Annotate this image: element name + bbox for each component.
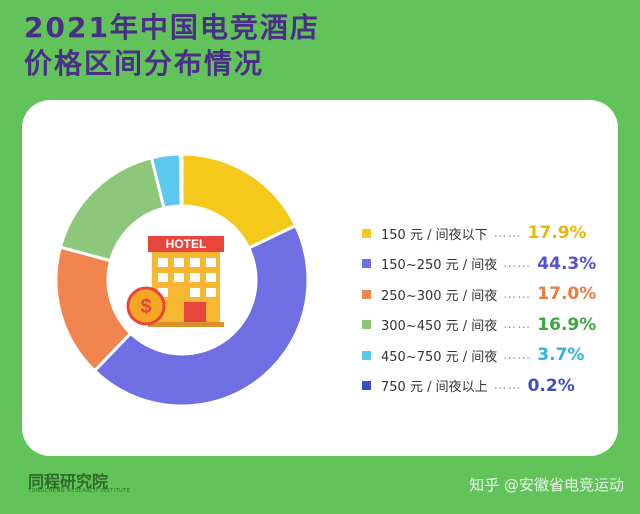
legend-swatch xyxy=(362,320,371,330)
hotel-icon: HOTEL $ xyxy=(114,212,250,348)
legend-item: 150 元 / 间夜以下 …… 17.9% xyxy=(362,218,612,249)
legend-swatch xyxy=(362,259,371,269)
donut-chart: HOTEL $ xyxy=(54,152,310,408)
brand-subtitle: TONGCHENG RESEARCH INSTITUTE xyxy=(28,488,131,494)
coin-icon xyxy=(126,286,166,326)
hotel-door xyxy=(184,302,206,324)
hotel-sign xyxy=(148,236,224,252)
watermark: 知乎 @安徽省电竞运动 xyxy=(469,476,624,494)
chart-legend: 150 元 / 间夜以下 …… 17.9% 150~250 元 / 间夜 …… 44.3%… xyxy=(362,218,612,401)
legend-label: 450~750 元 / 间夜 xyxy=(381,349,498,365)
legend-label: 250~300 元 / 间夜 xyxy=(381,288,498,304)
title-line-1: 2021年中国电竞酒店 xyxy=(24,11,320,44)
legend-label: 750 元 / 间夜以上 xyxy=(381,380,488,396)
donut-slice-1 xyxy=(92,223,310,408)
legend-leader-dots: …… xyxy=(503,317,532,333)
hotel-windows xyxy=(158,258,216,297)
legend-value: 16.9% xyxy=(537,314,597,335)
legend-leader-dots: …… xyxy=(493,378,522,394)
legend-swatch xyxy=(362,228,371,238)
legend-item: 750 元 / 间夜以上 …… 0.2% xyxy=(362,371,612,402)
page-title: 2021年中国电竞酒店 价格区间分布情况 xyxy=(24,10,320,82)
title-line-2: 价格区间分布情况 xyxy=(24,47,265,80)
hotel-sign-text: HOTEL xyxy=(166,237,207,251)
legend-value: 17.0% xyxy=(537,284,597,305)
legend-label: 150 元 / 间夜以下 xyxy=(381,227,488,243)
donut-slices xyxy=(54,152,310,408)
legend-swatch xyxy=(362,350,371,360)
legend-value: 3.7% xyxy=(537,345,585,366)
legend-value: 44.3% xyxy=(537,253,597,274)
donut-slice-5 xyxy=(178,152,184,208)
brand-logo: 同程研究院 xyxy=(28,472,109,491)
legend-item: 450~750 元 / 间夜 …… 3.7% xyxy=(362,340,612,371)
legend-label: 150~250 元 / 间夜 xyxy=(381,258,498,274)
legend-leader-dots: …… xyxy=(503,347,532,363)
legend-swatch xyxy=(362,381,371,391)
legend-label: 300~450 元 / 间夜 xyxy=(381,319,498,335)
legend-leader-dots: …… xyxy=(503,256,532,272)
legend-item: 250~300 元 / 间夜 …… 17.0% xyxy=(362,279,612,310)
legend-item: 300~450 元 / 间夜 …… 16.9% xyxy=(362,310,612,341)
legend-value: 0.2% xyxy=(527,375,575,396)
svg-text:$: $ xyxy=(140,296,151,318)
legend-value: 17.9% xyxy=(527,223,587,244)
legend-swatch xyxy=(362,289,371,299)
legend-item: 150~250 元 / 间夜 …… 44.3% xyxy=(362,249,612,280)
legend-leader-dots: …… xyxy=(503,286,532,302)
legend-leader-dots: …… xyxy=(493,225,522,241)
